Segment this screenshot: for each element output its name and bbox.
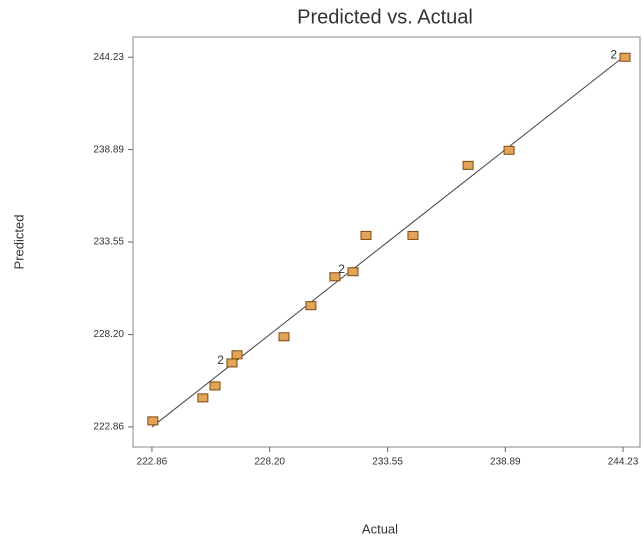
data-point bbox=[407, 230, 419, 240]
data-point bbox=[305, 301, 317, 311]
data-point bbox=[347, 267, 359, 277]
plot-frame bbox=[132, 36, 641, 448]
y-tick-label: 228.20 bbox=[93, 329, 124, 340]
data-point bbox=[147, 416, 159, 426]
y-tick-label: 233.55 bbox=[93, 237, 124, 248]
data-point bbox=[619, 52, 631, 62]
x-tick-label: 233.55 bbox=[372, 457, 403, 468]
data-point bbox=[231, 350, 243, 360]
x-tick-label: 244.23 bbox=[608, 457, 639, 468]
y-tick-label: 238.89 bbox=[93, 144, 124, 155]
data-point bbox=[503, 145, 515, 155]
x-axis-label: Actual bbox=[362, 521, 398, 536]
data-point bbox=[278, 332, 290, 342]
data-point bbox=[226, 358, 238, 368]
x-tick-label: 238.89 bbox=[490, 457, 521, 468]
x-tick-label: 228.20 bbox=[254, 457, 285, 468]
data-point bbox=[462, 160, 474, 170]
data-point bbox=[197, 393, 209, 403]
data-point bbox=[209, 381, 221, 391]
point-label: 2 bbox=[610, 47, 617, 61]
y-tick-label: 222.86 bbox=[93, 422, 124, 433]
reference-line bbox=[151, 56, 624, 428]
point-label: 2 bbox=[338, 262, 345, 276]
chart-title: Predicted vs. Actual bbox=[297, 6, 473, 28]
data-point bbox=[329, 272, 341, 282]
x-tick-label: 222.86 bbox=[137, 457, 168, 468]
y-tick-label: 244.23 bbox=[93, 52, 124, 63]
y-axis-label: Predicted bbox=[11, 215, 26, 270]
data-point bbox=[360, 230, 372, 240]
point-label: 2 bbox=[217, 353, 224, 367]
